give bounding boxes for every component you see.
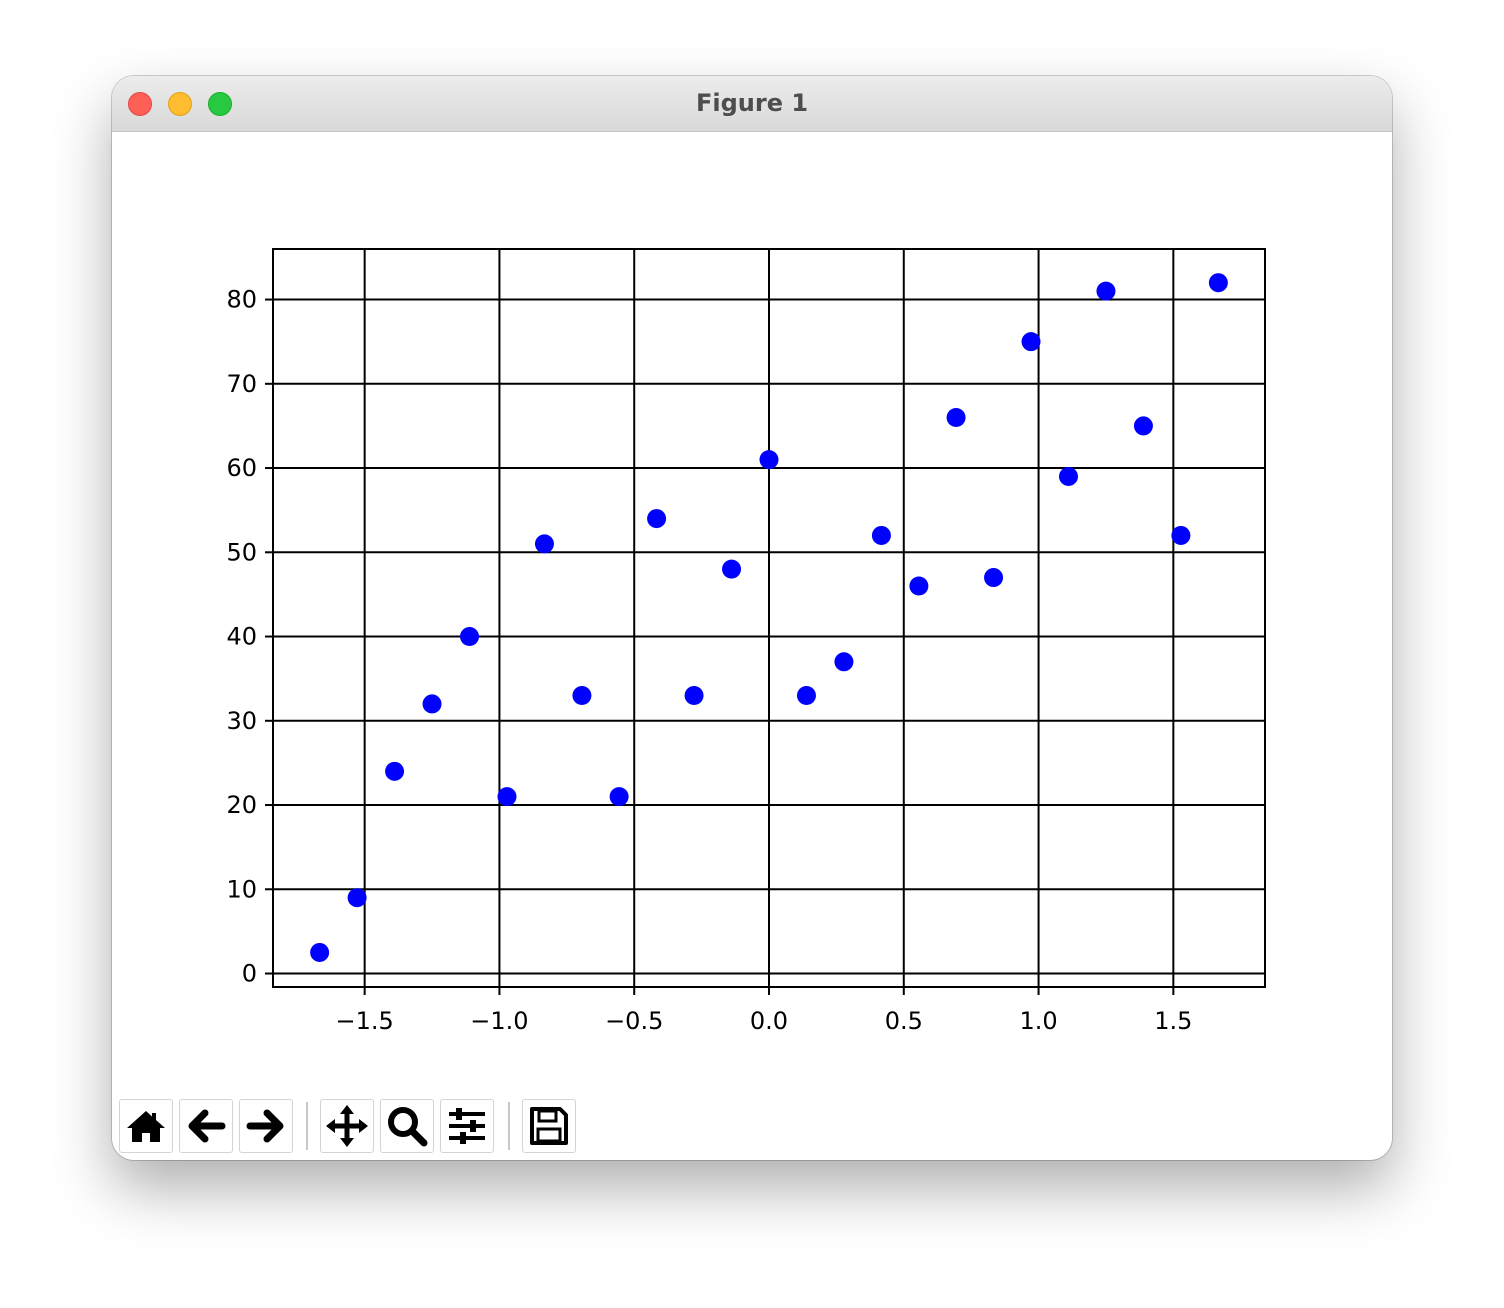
data-point [347, 888, 367, 908]
y-tick-label: 10 [226, 875, 257, 903]
data-point [572, 686, 592, 706]
data-point [722, 559, 742, 579]
floppy-disk-icon [530, 1107, 568, 1145]
minimize-window-button[interactable] [168, 92, 192, 116]
zoom-window-button[interactable] [208, 92, 232, 116]
figure-canvas[interactable]: −1.5 −1.0 −0.5 0.0 0.5 1.0 1.5 0 10 20 30 40 50 60 70 8… [112, 132, 1392, 1090]
save-button[interactable] [522, 1099, 576, 1153]
data-point [1208, 273, 1228, 293]
sliders-icon [449, 1108, 485, 1144]
data-point [1133, 416, 1153, 436]
y-tick-label: 80 [226, 286, 257, 314]
x-tick-label: −1.0 [470, 1007, 528, 1035]
home-icon [127, 1111, 165, 1142]
zoom-button[interactable] [380, 1099, 434, 1153]
configure-subplots-button[interactable] [440, 1099, 494, 1153]
data-point [1058, 466, 1078, 486]
data-point [647, 509, 667, 529]
forward-button[interactable] [239, 1099, 293, 1153]
tick-labels: −1.5 −1.0 −0.5 0.0 0.5 1.0 1.5 0 10 20 30 40 50 60 70 8… [226, 286, 1192, 1035]
move-icon [326, 1105, 368, 1147]
home-button[interactable] [119, 1099, 173, 1153]
figure-window: Figure 1 −1.5 −1.0 −0.5 0.0 0.5 1.0 1.5 0 10 20 30… [112, 76, 1392, 1160]
navigation-toolbar [112, 1096, 1392, 1158]
data-point [1171, 525, 1191, 545]
data-point [834, 652, 854, 672]
back-button[interactable] [179, 1099, 233, 1153]
data-point [609, 787, 629, 807]
data-point [946, 407, 966, 427]
x-tick-label: −0.5 [605, 1007, 663, 1035]
close-window-button[interactable] [128, 92, 152, 116]
ticks [265, 298, 1175, 995]
y-tick-label: 40 [226, 623, 257, 651]
data-point [984, 568, 1004, 588]
data-point [684, 686, 704, 706]
y-tick-label: 0 [242, 960, 257, 988]
y-tick-label: 60 [226, 454, 257, 482]
data-point [759, 450, 779, 470]
magnifier-icon [388, 1107, 428, 1147]
data-point [1021, 332, 1041, 352]
data-point [460, 627, 480, 647]
y-tick-label: 30 [226, 707, 257, 735]
data-point [310, 942, 330, 962]
arrow-left-icon [188, 1109, 226, 1143]
data-point [871, 525, 891, 545]
x-tick-label: 0.5 [885, 1007, 923, 1035]
y-tick-label: 50 [226, 538, 257, 566]
data-point [796, 686, 816, 706]
pan-button[interactable] [320, 1099, 374, 1153]
x-tick-label: 0.0 [750, 1007, 788, 1035]
title-bar[interactable]: Figure 1 [112, 76, 1392, 132]
data-point [497, 787, 517, 807]
arrow-right-icon [246, 1109, 284, 1143]
x-tick-label: −1.5 [336, 1007, 394, 1035]
y-tick-label: 70 [226, 370, 257, 398]
window-title: Figure 1 [695, 89, 809, 117]
data-point [385, 761, 405, 781]
x-tick-label: 1.0 [1019, 1007, 1057, 1035]
data-point [534, 534, 554, 554]
toolbar-separator [508, 1102, 510, 1150]
y-tick-label: 20 [226, 791, 257, 819]
toolbar-separator [306, 1102, 308, 1150]
data-point [422, 694, 442, 714]
scatter-plot: −1.5 −1.0 −0.5 0.0 0.5 1.0 1.5 0 10 20 30 40 50 60 70 8… [226, 248, 1266, 1035]
data-point [1096, 281, 1116, 301]
data-points [310, 273, 1228, 962]
grid [273, 249, 1265, 987]
data-point [909, 576, 929, 596]
x-tick-label: 1.5 [1154, 1007, 1192, 1035]
